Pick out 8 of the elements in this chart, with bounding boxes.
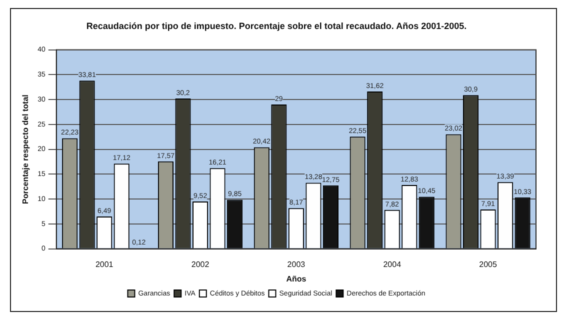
x-tick-label: 2002 xyxy=(191,260,210,269)
x-axis-title: Años xyxy=(286,274,307,284)
x-tick-label: 2005 xyxy=(479,260,498,269)
x-tick-label: 2003 xyxy=(287,260,306,269)
chart-title: Recaudación por tipo de impuesto. Porcentaje sobre el total recaudado. Años 2001-2005. xyxy=(86,20,467,31)
x-tick-label: 2001 xyxy=(95,260,114,269)
x-tick-label: 2004 xyxy=(383,260,402,269)
y-axis-title: Porcentaje respecto del total xyxy=(21,94,30,204)
